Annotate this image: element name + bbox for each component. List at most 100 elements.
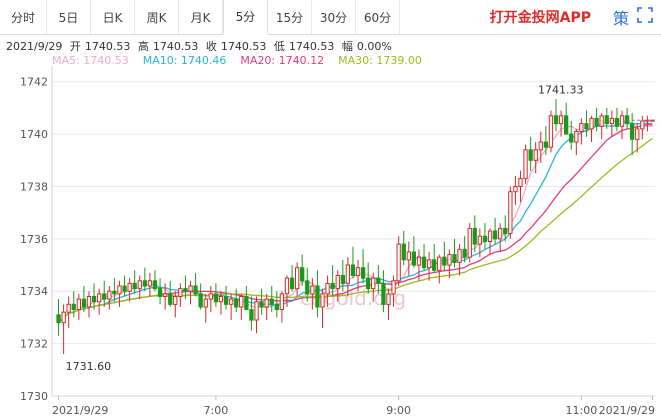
candle-body [406, 251, 412, 261]
candle-body [604, 115, 609, 125]
candle-body [487, 230, 493, 242]
y-tick-label: 1730 [20, 390, 48, 403]
candle-body [609, 117, 615, 125]
candle-body [117, 285, 122, 295]
candle-body [289, 277, 295, 290]
max-price-label: 1741.33 [538, 83, 584, 96]
candle-body [355, 267, 361, 277]
candle-body [244, 296, 249, 311]
candle-body [381, 282, 386, 305]
candle-body [295, 267, 300, 290]
ma10-line [58, 121, 653, 324]
candle-body [513, 186, 518, 193]
candle-body [421, 256, 427, 269]
candle-body [152, 280, 158, 290]
candle-body [284, 277, 290, 295]
candle-body [300, 267, 305, 282]
y-tick-label: 1732 [20, 338, 48, 351]
x-tick-label: 7:00 [204, 404, 229, 417]
candle-body [142, 280, 147, 287]
ma-legend-item-0: MA5: 1740.53 [52, 54, 129, 67]
candle-body [188, 285, 193, 292]
candle-body [91, 296, 97, 303]
candle-body [564, 115, 569, 135]
tab-0[interactable]: 分时 [0, 0, 47, 34]
info-high-label: 高 [137, 40, 149, 53]
candle-body [330, 282, 335, 290]
candle-body [147, 280, 153, 287]
candle-body [492, 230, 498, 240]
candle-body [538, 141, 543, 151]
tab-2[interactable]: 日K [91, 0, 135, 34]
x-tick-label: 2021/9/29 [599, 404, 655, 417]
candle-body [305, 280, 310, 295]
candle-body [163, 293, 168, 297]
promo-area: 打开金投网APP 策 [490, 0, 661, 34]
tab-3[interactable]: 周K [135, 0, 179, 34]
candle-body [66, 303, 71, 313]
candle-body [132, 282, 137, 290]
candle-body [416, 256, 422, 266]
candle-body [401, 243, 406, 261]
candle-body [442, 256, 447, 266]
ma5-line [58, 119, 653, 324]
candle-body [254, 301, 259, 321]
candle-body [462, 248, 467, 258]
tab-1[interactable]: 5日 [47, 0, 91, 34]
candle-body [315, 285, 320, 308]
candle-body [229, 298, 234, 305]
candle-body [569, 133, 574, 143]
candle-body [630, 123, 635, 140]
candle-body [376, 277, 381, 284]
x-tick-label: 9:00 [386, 404, 411, 417]
y-tick-label: 1734 [20, 285, 48, 298]
y-tick-label: 1736 [20, 233, 48, 246]
min-price-label: 1731.60 [66, 360, 112, 373]
ma-legend: MA5: 1740.53 MA10: 1740.46 MA20: 1740.12 MA… [52, 54, 436, 67]
candle-body [472, 227, 477, 245]
candle-body [310, 285, 315, 295]
candle-body [467, 227, 472, 258]
candle-body [614, 117, 620, 127]
candle-body [122, 285, 127, 292]
candle-body [112, 290, 117, 295]
info-amp: 0.00% [356, 40, 392, 53]
candle-body [340, 275, 346, 284]
fullscreen-icon[interactable] [637, 7, 653, 27]
candle-body [81, 298, 87, 308]
candle-body [56, 314, 61, 324]
ma30-line [58, 137, 653, 324]
info-close-label: 收 [205, 40, 217, 53]
candle-body [274, 303, 280, 310]
candle-body [259, 301, 264, 308]
info-high: 1740.53 [152, 40, 199, 53]
candle-body [619, 115, 625, 127]
candle-body [579, 123, 584, 132]
strategy-icon[interactable]: 策 [612, 9, 629, 28]
candle-body [168, 293, 173, 305]
tab-7[interactable]: 30分 [312, 0, 356, 34]
candle-body [203, 298, 208, 308]
info-low: 1740.53 [288, 40, 335, 53]
candle-body [528, 149, 533, 161]
candle-body [320, 293, 325, 308]
candle-body [183, 288, 188, 292]
tab-6[interactable]: 15分 [268, 0, 312, 34]
candle-body [594, 117, 599, 127]
candle-body [234, 298, 239, 308]
ma-legend-item-1: MA10: 1740.46 [142, 54, 227, 67]
tab-5[interactable]: 5分 [223, 0, 268, 35]
info-date: 2021/9/29 [6, 40, 63, 53]
open-app-link[interactable]: 打开金投网APP [489, 10, 591, 26]
ma20-line [58, 123, 653, 324]
candle-body [574, 131, 579, 143]
candle-body [208, 293, 213, 300]
tab-4[interactable]: 月K [179, 0, 223, 34]
candle-body [452, 254, 457, 264]
candle-body [345, 264, 351, 284]
y-tick-label: 1738 [20, 180, 48, 193]
candle-body [411, 251, 417, 266]
candle-body [325, 282, 330, 295]
tab-8[interactable]: 60分 [356, 0, 400, 34]
